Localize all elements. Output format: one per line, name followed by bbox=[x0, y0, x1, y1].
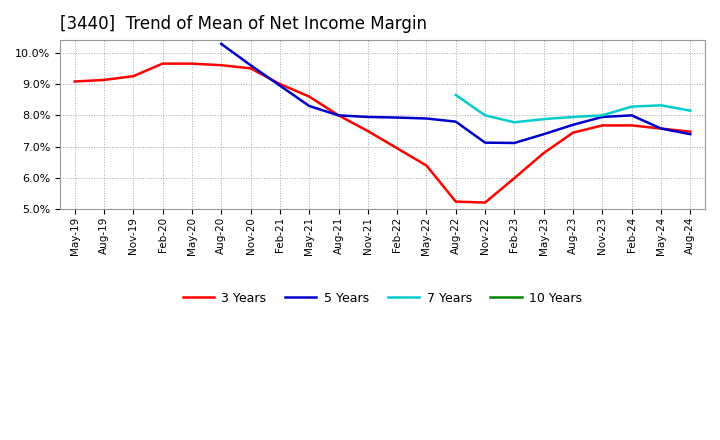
7 Years bbox=[539, 117, 548, 122]
5 Years bbox=[598, 114, 607, 120]
Line: 3 Years: 3 Years bbox=[75, 64, 690, 202]
Line: 5 Years: 5 Years bbox=[221, 44, 690, 143]
5 Years bbox=[276, 83, 284, 88]
3 Years bbox=[657, 126, 665, 131]
3 Years bbox=[364, 128, 372, 134]
5 Years bbox=[305, 103, 313, 109]
5 Years bbox=[364, 114, 372, 120]
7 Years bbox=[451, 92, 460, 98]
7 Years bbox=[598, 113, 607, 118]
3 Years bbox=[598, 123, 607, 128]
3 Years bbox=[188, 61, 197, 66]
3 Years bbox=[71, 79, 79, 84]
7 Years bbox=[481, 113, 490, 118]
5 Years bbox=[393, 115, 402, 120]
3 Years bbox=[99, 77, 108, 83]
5 Years bbox=[627, 113, 636, 118]
7 Years bbox=[686, 108, 695, 114]
3 Years bbox=[158, 61, 167, 66]
3 Years bbox=[686, 129, 695, 134]
Line: 7 Years: 7 Years bbox=[456, 95, 690, 122]
5 Years bbox=[246, 62, 255, 68]
3 Years bbox=[627, 123, 636, 128]
Legend: 3 Years, 5 Years, 7 Years, 10 Years: 3 Years, 5 Years, 7 Years, 10 Years bbox=[178, 287, 588, 310]
3 Years bbox=[334, 113, 343, 118]
5 Years bbox=[422, 116, 431, 121]
5 Years bbox=[510, 140, 518, 146]
7 Years bbox=[657, 103, 665, 108]
3 Years bbox=[422, 163, 431, 168]
3 Years bbox=[305, 94, 313, 99]
5 Years bbox=[451, 119, 460, 124]
5 Years bbox=[686, 132, 695, 137]
7 Years bbox=[569, 114, 577, 120]
5 Years bbox=[217, 41, 225, 47]
3 Years bbox=[451, 199, 460, 204]
7 Years bbox=[627, 104, 636, 109]
5 Years bbox=[481, 140, 490, 145]
3 Years bbox=[510, 176, 518, 181]
7 Years bbox=[510, 120, 518, 125]
5 Years bbox=[539, 132, 548, 137]
3 Years bbox=[539, 150, 548, 156]
5 Years bbox=[569, 122, 577, 128]
5 Years bbox=[334, 113, 343, 118]
3 Years bbox=[393, 146, 402, 151]
3 Years bbox=[569, 130, 577, 135]
5 Years bbox=[657, 126, 665, 131]
3 Years bbox=[129, 73, 138, 79]
3 Years bbox=[246, 66, 255, 71]
3 Years bbox=[481, 200, 490, 205]
Text: [3440]  Trend of Mean of Net Income Margin: [3440] Trend of Mean of Net Income Margi… bbox=[60, 15, 427, 33]
3 Years bbox=[276, 81, 284, 87]
3 Years bbox=[217, 62, 225, 68]
